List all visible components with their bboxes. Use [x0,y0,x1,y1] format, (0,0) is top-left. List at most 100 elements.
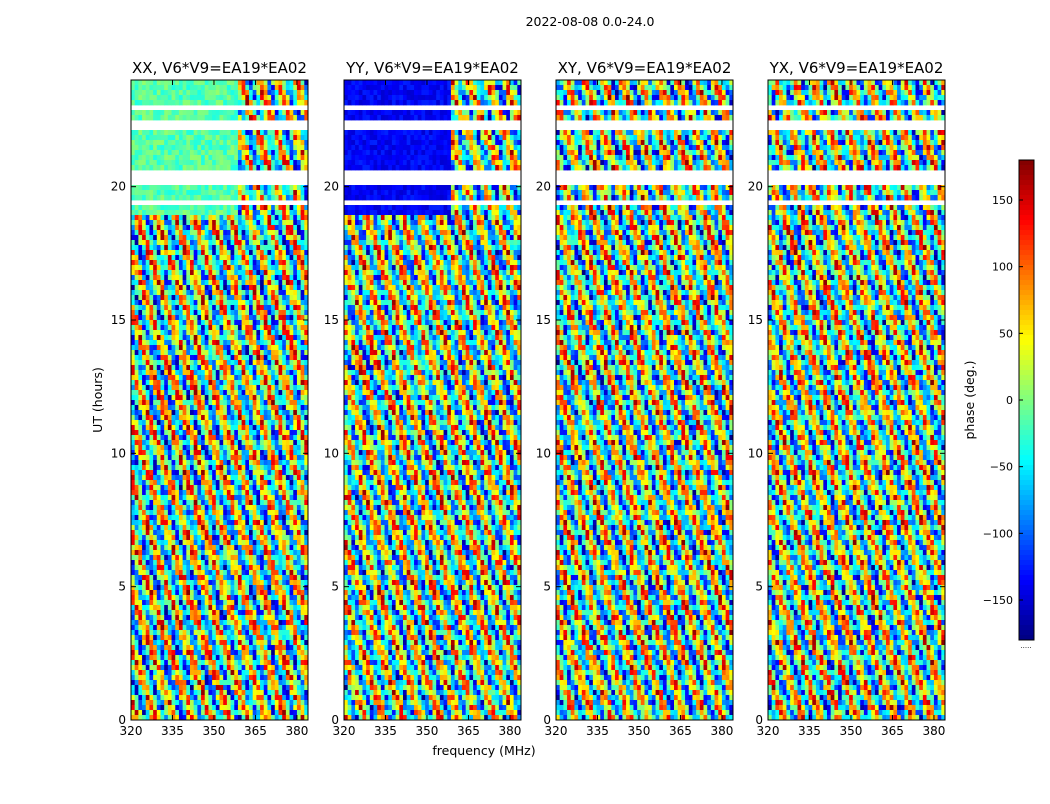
heatmap-cell [219,395,224,401]
heatmap-cell [182,230,187,236]
heatmap-cell [285,290,290,296]
heatmap-cell [282,135,287,141]
heatmap-cell [278,590,283,596]
heatmap-cell [300,495,305,501]
heatmap-cell [134,135,139,141]
heatmap-cell [304,440,309,446]
heatmap-cell [223,520,228,526]
heatmap-cell [289,480,294,486]
heatmap-cell [234,615,239,621]
heatmap-cell [204,315,209,321]
heatmap-cell [134,115,139,121]
heatmap-cell [234,160,239,166]
heatmap-cell [193,400,198,406]
heatmap-cell [134,330,139,336]
heatmap-cell [156,425,161,431]
heatmap-cell [215,90,220,96]
heatmap-cell [219,510,224,516]
heatmap-cell [171,290,176,296]
heatmap-cell [138,535,143,541]
heatmap-cell [156,145,161,151]
heatmap-cell [201,265,206,271]
heatmap-cell [215,315,220,321]
heatmap-cell [171,395,176,401]
heatmap-cell [145,190,150,196]
heatmap-cell [271,525,276,531]
heatmap-cell [138,485,143,491]
heatmap-cell [230,590,235,596]
heatmap-cell [164,265,169,271]
heatmap-cell [212,230,217,236]
heatmap-cell [285,220,290,226]
heatmap-cell [153,345,158,351]
heatmap-cell [237,555,243,561]
heatmap-cell [282,160,287,166]
heatmap-cell [267,515,272,521]
heatmap-cell [156,335,161,341]
heatmap-cell [212,235,217,241]
heatmap-cell [267,475,272,481]
heatmap-cell [215,455,220,461]
heatmap-cell [300,475,305,481]
heatmap-cell [263,455,268,461]
heatmap-cell [223,455,228,461]
heatmap-cell [245,360,250,366]
heatmap-cell [278,345,283,351]
heatmap-cell [293,360,298,366]
heatmap-cell [197,495,202,501]
heatmap-cell [289,600,294,606]
heatmap-cell [201,360,206,366]
heatmap-cell [182,625,187,631]
heatmap-cell [197,485,202,491]
heatmap-cell [153,500,158,506]
heatmap-cell [167,100,172,106]
heatmap-cell [267,455,272,461]
heatmap-cell [282,215,287,221]
heatmap-cell [145,370,150,376]
heatmap-cell [260,505,265,511]
heatmap-cell [167,400,172,406]
heatmap-cell [167,535,172,541]
heatmap-cell [271,335,276,341]
heatmap-cell [226,230,231,236]
heatmap-cell [289,110,294,116]
heatmap-cell [201,215,206,221]
heatmap-cell [201,460,206,466]
heatmap-cell [178,525,184,531]
heatmap-cell [215,565,220,571]
heatmap-cell [167,510,172,516]
heatmap-cell [263,535,268,541]
heatmap-cell [164,410,169,416]
heatmap-cell [193,215,198,221]
heatmap-cell [164,245,169,251]
heatmap-cell [186,260,191,266]
heatmap-cell [245,400,250,406]
heatmap-cell [263,500,268,506]
heatmap-cell [167,280,172,286]
heatmap-cell [201,185,206,191]
heatmap-cell [182,580,187,586]
heatmap-cell [212,620,217,626]
heatmap-cell [134,445,139,451]
heatmap-cell [215,230,220,236]
heatmap-cell [182,520,187,526]
heatmap-cell [201,95,206,101]
heatmap-cell [237,530,243,536]
heatmap-cell [175,395,180,401]
heatmap-cell [234,210,239,216]
heatmap-cell [219,480,224,486]
heatmap-cell [175,330,180,336]
heatmap-cell [215,575,220,581]
heatmap-cell [182,410,187,416]
heatmap-cell [171,350,176,356]
heatmap-cell [245,545,250,551]
heatmap-cell [289,315,294,321]
heatmap-cell [160,350,165,356]
heatmap-cell [131,470,136,476]
heatmap-cell [223,230,228,236]
heatmap-cell [234,225,239,231]
heatmap-cell [142,255,147,261]
heatmap-cell [263,220,268,226]
heatmap-cell [300,585,305,591]
